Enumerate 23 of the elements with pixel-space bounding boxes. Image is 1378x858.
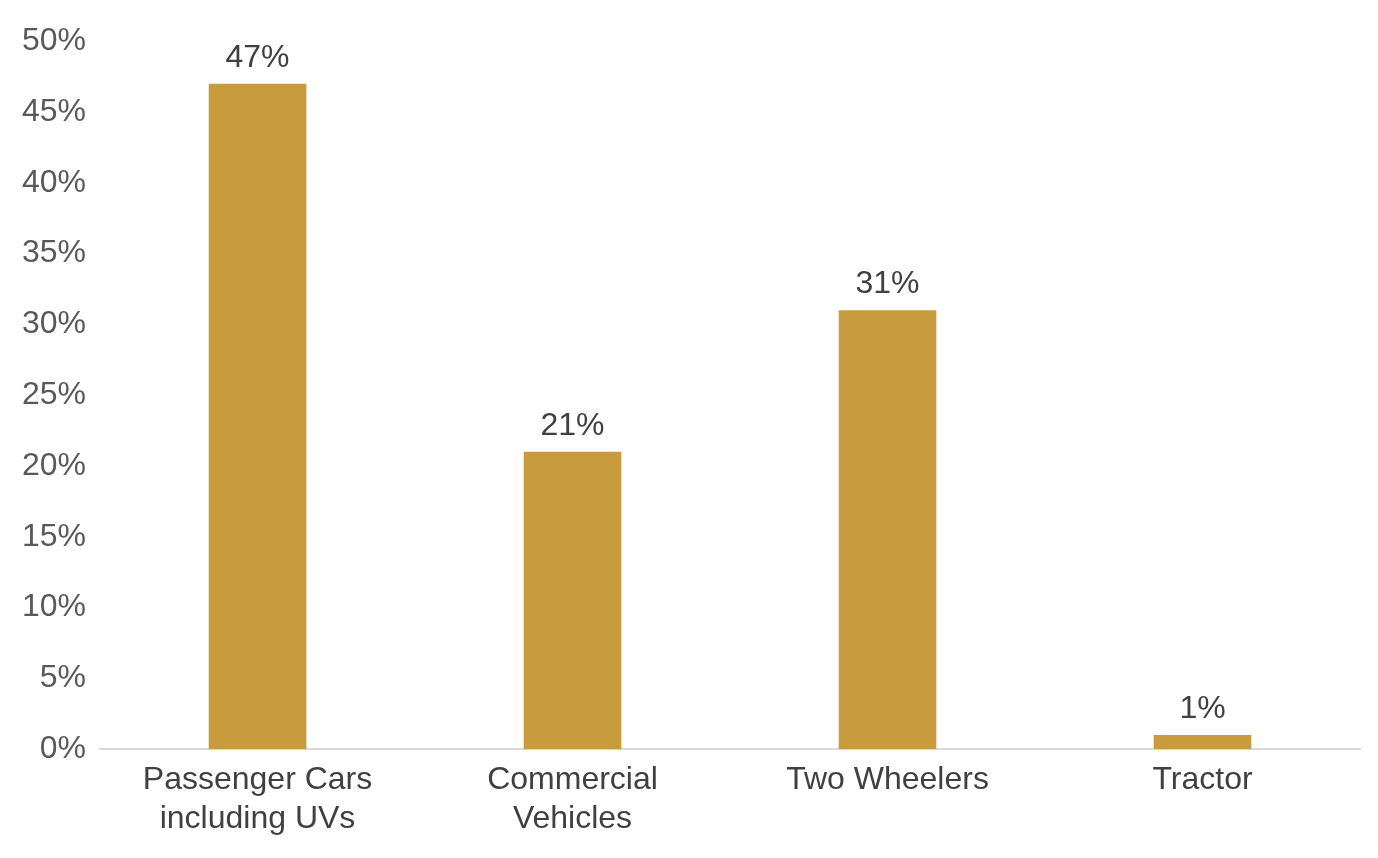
y-tick-label: 45% (22, 91, 87, 128)
x-tick-label: Tractor (1152, 760, 1253, 797)
bar (523, 451, 622, 750)
data-label: 21% (540, 405, 605, 442)
x-tick-label: Passenger Cars including UVs (142, 760, 373, 835)
y-tick-label: 10% (22, 587, 87, 624)
data-label: 47% (225, 37, 290, 74)
y-tick-label: 50% (22, 21, 87, 58)
x-tick-label: Two Wheelers (786, 760, 989, 797)
y-tick-label: 0% (39, 729, 87, 766)
data-label: 1% (1179, 688, 1226, 725)
y-tick-label: 15% (22, 516, 87, 553)
bar (838, 310, 937, 750)
y-tick-label: 35% (22, 233, 87, 270)
y-tick-label: 40% (22, 162, 87, 199)
y-tick-label: 25% (22, 375, 87, 412)
bar (208, 83, 307, 750)
y-tick-label: 20% (22, 445, 87, 482)
bar (1153, 735, 1252, 750)
data-label: 31% (855, 264, 920, 301)
y-tick-label: 5% (39, 658, 87, 695)
y-tick-label: 30% (22, 304, 87, 341)
x-tick-label: Commercial Vehicles (487, 760, 658, 835)
